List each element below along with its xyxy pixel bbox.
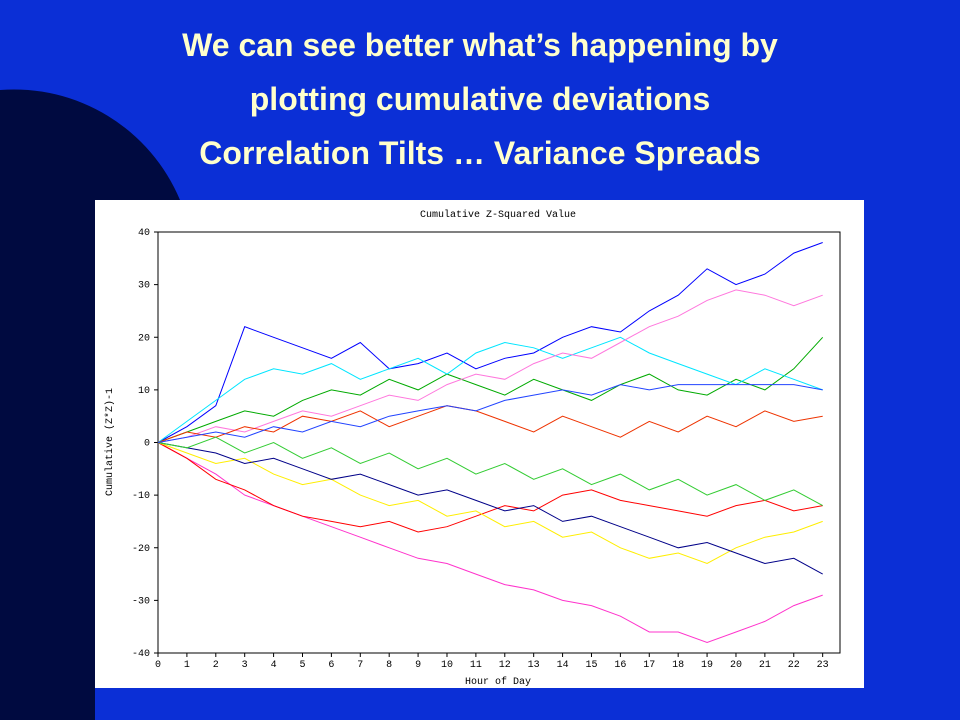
x-tick-label: 21 — [759, 660, 771, 671]
y-tick-label: 30 — [138, 281, 150, 292]
corner-shape — [0, 89, 180, 720]
x-tick-label: 11 — [470, 660, 482, 671]
data-line — [157, 442, 823, 644]
data-line — [157, 384, 823, 443]
chart-background — [95, 200, 864, 688]
data-line — [157, 242, 823, 443]
data-line — [157, 336, 823, 443]
y-tick-label: 40 — [138, 228, 150, 239]
data-line — [157, 336, 824, 443]
x-tick-label: 13 — [528, 660, 540, 671]
x-tick-label: 22 — [788, 660, 800, 671]
data-line — [157, 405, 823, 443]
x-tick-label: 0 — [155, 660, 161, 671]
y-tick-label: -30 — [132, 596, 150, 607]
slide-title-line: plotting cumulative deviations — [250, 81, 711, 117]
y-tick-label: -40 — [132, 649, 150, 660]
y-axis-label: Cumulative (Z*Z)-1 — [104, 388, 116, 496]
x-tick-label: 18 — [672, 660, 684, 671]
data-line — [157, 289, 823, 443]
x-tick-label: 19 — [701, 660, 713, 671]
x-tick-label: 4 — [271, 660, 277, 671]
x-tick-label: 16 — [614, 660, 626, 671]
x-tick-label: 3 — [242, 660, 248, 671]
x-tick-label: 9 — [415, 660, 421, 671]
x-tick-label: 6 — [328, 660, 334, 671]
y-tick-label: 0 — [144, 439, 150, 450]
x-tick-label: 17 — [643, 660, 655, 671]
y-tick-label: 10 — [138, 386, 150, 397]
x-tick-label: 20 — [730, 660, 742, 671]
data-line — [157, 436, 823, 507]
y-tick-label: 20 — [138, 333, 150, 344]
slide-title-line: Correlation Tilts … Variance Spreads — [199, 135, 760, 171]
x-tick-label: 2 — [213, 660, 219, 671]
x-tick-label: 8 — [386, 660, 392, 671]
x-tick-label: 15 — [585, 660, 597, 671]
x-tick-label: 23 — [817, 660, 829, 671]
chart-title: Cumulative Z-Squared Value — [420, 209, 576, 221]
x-tick-label: 14 — [557, 660, 569, 671]
x-tick-label: 5 — [299, 660, 305, 671]
data-line — [157, 442, 823, 565]
x-tick-label: 7 — [357, 660, 363, 671]
x-tick-label: 10 — [441, 660, 453, 671]
data-line — [157, 442, 823, 533]
y-tick-label: -20 — [132, 544, 150, 555]
data-line — [157, 442, 823, 575]
x-tick-label: 12 — [499, 660, 511, 671]
y-tick-label: -10 — [132, 491, 150, 502]
x-axis-label: Hour of Day — [465, 676, 531, 688]
slide-title-line: We can see better what’s happening by — [182, 27, 778, 63]
x-tick-label: 1 — [184, 660, 190, 671]
